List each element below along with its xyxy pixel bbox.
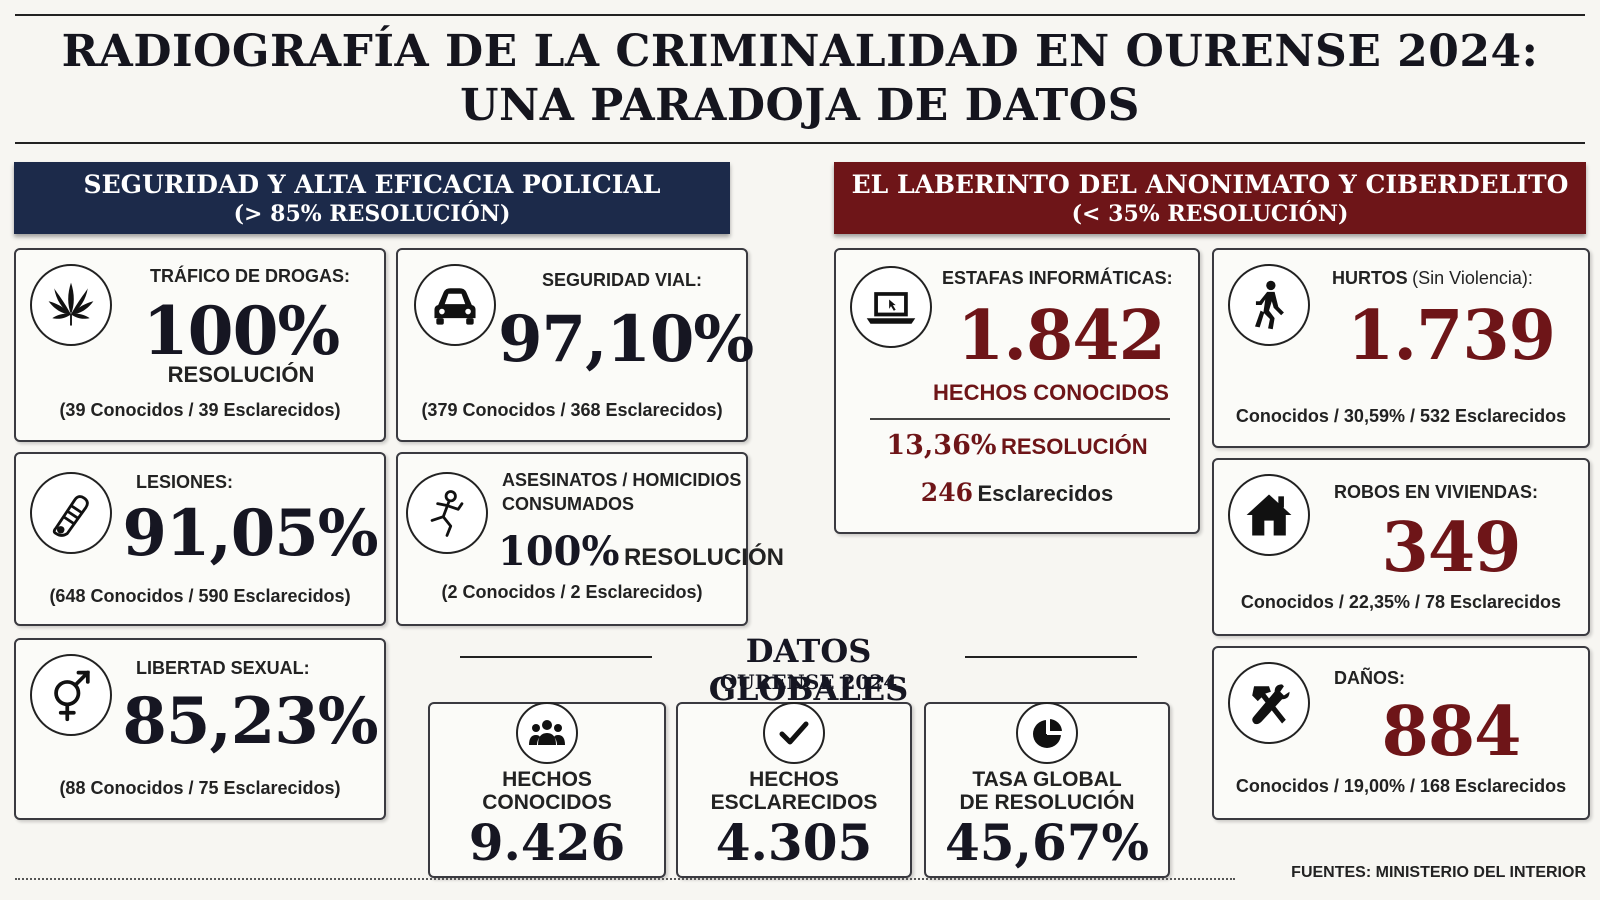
page-title-line1: RADIOGRAFÍA DE LA CRIMINALIDAD EN OURENS… bbox=[61, 26, 1539, 77]
hammer-wrench-icon bbox=[1228, 662, 1310, 744]
global-heading-rule-right bbox=[965, 656, 1137, 658]
injuries-value: 91,05% bbox=[122, 496, 378, 571]
home-robberies-card: ROBOS EN VIVIENDAS: 349 Conocidos / 22,3… bbox=[1212, 458, 1590, 636]
page-title-line2: UNA PARADOJA DE DATOS bbox=[460, 80, 1140, 131]
cannabis-leaf-icon bbox=[30, 264, 112, 346]
global-subtitle: OURENSE 2024 bbox=[719, 670, 898, 694]
cyber-fraud-value: 1.842 bbox=[957, 296, 1166, 376]
thefts-value: 1.739 bbox=[1347, 296, 1556, 376]
cyber-fraud-unit: HECHOS CONOCIDOS bbox=[933, 380, 1169, 405]
cyber-fraud-rate-label: RESOLUCIÓN bbox=[1000, 434, 1148, 459]
sexual-freedom-value: 85,23% bbox=[122, 684, 378, 759]
homicides-label-line1: ASESINATOS / HOMICIDIOS bbox=[502, 470, 742, 490]
global-cleared-value: 4.305 bbox=[715, 813, 873, 872]
global-cleared-box: HECHOS ESCLARECIDOS 4.305 bbox=[676, 702, 912, 878]
footer-dotted-rule bbox=[15, 878, 1235, 880]
thefts-label-paren: (Sin Violencia): bbox=[1412, 268, 1533, 288]
homicides-card: ASESINATOS / HOMICIDIOS CONSUMADOS 100% … bbox=[396, 452, 784, 626]
homicides-label-line2: CONSUMADOS bbox=[502, 494, 635, 514]
sexual-freedom-label: LIBERTAD SEXUAL: bbox=[136, 658, 310, 678]
people-icon bbox=[516, 702, 578, 764]
global-known-label-line2: CONOCIDOS bbox=[482, 791, 612, 814]
home-robberies-label: ROBOS EN VIVIENDAS: bbox=[1334, 482, 1539, 502]
road-safety-value: 97,10% bbox=[498, 302, 754, 377]
damages-card: DAÑOS: 884 Conocidos / 19,00% / 168 Escl… bbox=[1212, 646, 1590, 820]
global-rate-label-line1: TASA GLOBAL bbox=[972, 768, 1122, 791]
global-title: DATOS GLOBALES bbox=[708, 632, 909, 708]
gender-symbol-icon bbox=[30, 654, 112, 736]
body-outline-icon bbox=[406, 472, 488, 554]
right-section-banner: EL LABERINTO DEL ANONIMATO Y CIBERDELITO… bbox=[834, 162, 1586, 234]
drug-trafficking-detail: (39 Conocidos / 39 Esclarecidos) bbox=[59, 400, 341, 420]
thefts-label-main: HURTOS bbox=[1332, 268, 1408, 288]
injuries-detail: (648 Conocidos / 590 Esclarecidos) bbox=[49, 586, 351, 606]
home-robberies-detail: Conocidos / 22,35% / 78 Esclarecidos bbox=[1240, 592, 1562, 612]
global-rate-value: 45,67% bbox=[944, 813, 1150, 872]
cyber-fraud-label: ESTAFAS INFORMÁTICAS: bbox=[942, 268, 1173, 288]
global-rate-label-line2: DE RESOLUCIÓN bbox=[959, 791, 1135, 814]
drug-trafficking-label: TRÁFICO DE DROGAS: bbox=[150, 266, 350, 286]
drug-trafficking-card: TRÁFICO DE DROGAS: 100% RESOLUCIÓN (39 C… bbox=[14, 248, 386, 442]
global-rate-box: TASA GLOBAL DE RESOLUCIÓN 45,67% bbox=[924, 702, 1170, 878]
thefts-card: HURTOS (Sin Violencia): 1.739 Conocidos … bbox=[1212, 248, 1590, 448]
sexual-freedom-detail: (88 Conocidos / 75 Esclarecidos) bbox=[59, 778, 341, 798]
drug-trafficking-unit: RESOLUCIÓN bbox=[167, 362, 315, 387]
global-known-box: HECHOS CONOCIDOS 9.426 bbox=[428, 702, 666, 878]
global-known-label-line1: HECHOS bbox=[502, 768, 592, 791]
thefts-detail: Conocidos / 30,59% / 532 Esclarecidos bbox=[1235, 406, 1567, 426]
car-icon bbox=[414, 264, 496, 346]
bandaged-arm-icon bbox=[30, 472, 112, 554]
damages-value: 884 bbox=[1381, 692, 1522, 772]
left-section-banner: SEGURIDAD Y ALTA EFICACIA POLICIAL (> 85… bbox=[14, 162, 730, 234]
top-rule bbox=[15, 14, 1585, 16]
walking-person-icon bbox=[1228, 264, 1310, 346]
cyber-fraud-cleared-value: 246 bbox=[920, 478, 973, 507]
injuries-card: LESIONES: 91,05% (648 Conocidos / 590 Es… bbox=[14, 452, 386, 626]
footer-source: FUENTES: MINISTERIO DEL INTERIOR bbox=[1291, 864, 1586, 881]
homicides-value: 100% bbox=[498, 528, 620, 575]
cyber-fraud-cleared-row: 246 Esclarecidos bbox=[836, 478, 1198, 507]
injuries-label: LESIONES: bbox=[136, 472, 234, 492]
cyber-fraud-rate-row: 13,36% RESOLUCIÓN bbox=[836, 430, 1198, 461]
sexual-freedom-card: LIBERTAD SEXUAL: 85,23% (88 Conocidos / … bbox=[14, 638, 386, 820]
road-safety-detail: (379 Conocidos / 368 Esclarecidos) bbox=[421, 400, 723, 420]
homicides-unit: RESOLUCIÓN bbox=[623, 544, 784, 571]
road-safety-label: SEGURIDAD VIAL: bbox=[541, 270, 702, 290]
checkmark-icon bbox=[763, 702, 825, 764]
left-banner-title: SEGURIDAD Y ALTA EFICACIA POLICIAL bbox=[83, 170, 661, 199]
road-safety-card: SEGURIDAD VIAL: 97,10% (379 Conocidos / … bbox=[396, 248, 754, 442]
damages-detail: Conocidos / 19,00% / 168 Esclarecidos bbox=[1235, 776, 1567, 796]
right-banner-title: EL LABERINTO DEL ANONIMATO Y CIBERDELITO bbox=[851, 170, 1569, 199]
home-robberies-value: 349 bbox=[1381, 508, 1522, 588]
global-cleared-label-line2: ESCLARECIDOS bbox=[710, 791, 878, 814]
cyber-fraud-divider bbox=[870, 418, 1170, 420]
homicides-value-row: 100% RESOLUCIÓN bbox=[498, 528, 784, 575]
cyber-fraud-card: ESTAFAS INFORMÁTICAS: 1.842 HECHOS CONOC… bbox=[834, 248, 1200, 534]
drug-trafficking-value: 100% bbox=[142, 292, 340, 370]
global-cleared-label-line1: HECHOS bbox=[749, 768, 839, 791]
damages-label: DAÑOS: bbox=[1334, 668, 1405, 688]
laptop-icon bbox=[850, 266, 932, 348]
right-banner-subtitle: (< 35% RESOLUCIÓN) bbox=[1071, 201, 1349, 227]
cyber-fraud-cleared-label: Esclarecidos bbox=[977, 481, 1114, 506]
house-icon bbox=[1228, 474, 1310, 556]
title-rule bbox=[15, 142, 1585, 144]
cyber-fraud-rate-value: 13,36% bbox=[886, 430, 997, 461]
homicides-detail: (2 Conocidos / 2 Esclarecidos) bbox=[441, 582, 703, 602]
global-heading-rule-left bbox=[460, 656, 652, 658]
global-known-value: 9.426 bbox=[468, 813, 626, 872]
left-banner-subtitle: (> 85% RESOLUCIÓN) bbox=[233, 201, 511, 227]
thefts-label: HURTOS (Sin Violencia): bbox=[1332, 268, 1533, 289]
pie-chart-icon bbox=[1016, 702, 1078, 764]
